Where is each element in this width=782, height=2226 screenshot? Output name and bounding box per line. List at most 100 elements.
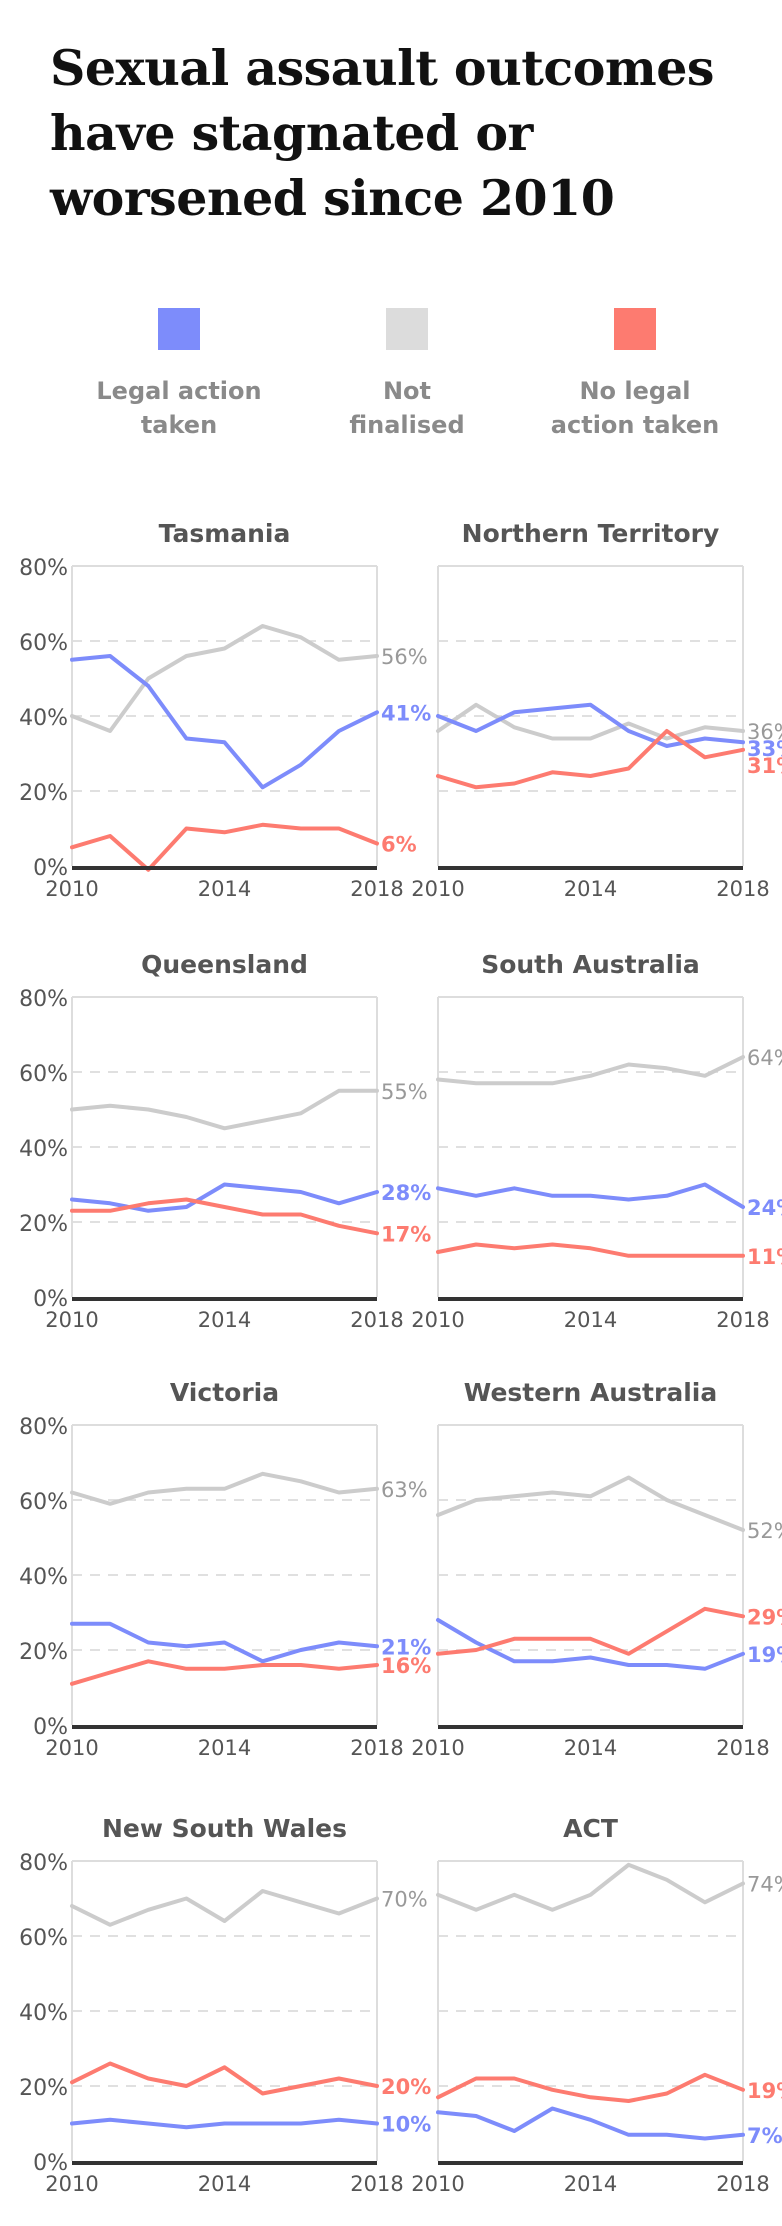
end-label-nolegal: 31% [747, 754, 782, 778]
panel-title-victoria: Victoria [170, 1378, 279, 1407]
end-label-nolegal: 11% [747, 1245, 782, 1269]
legend-label-line: No legal [579, 377, 691, 405]
series-line-legal [70, 1621, 379, 1664]
series-line-legal [70, 654, 379, 790]
end-label-notfinal: 74% [747, 1873, 782, 1897]
series-line-notfinal [436, 702, 745, 741]
end-label-legal: 7% [747, 2124, 782, 2148]
y-tick-label: 20% [19, 1640, 68, 1665]
y-tick-label: 40% [19, 2001, 68, 2026]
x-tick-label: 2014 [564, 877, 617, 901]
series-line-legal [436, 1618, 745, 1671]
end-label-nolegal: 29% [747, 1605, 782, 1629]
panel-title-northern-territory: Northern Territory [462, 519, 720, 548]
y-tick-label: 0% [33, 856, 68, 881]
series-line-notfinal [70, 1088, 379, 1131]
y-tick-label: 0% [33, 1287, 68, 1312]
y-tick-label: 80% [19, 1415, 68, 1440]
x-tick-label: 2010 [411, 2172, 464, 2196]
y-tick-label: 40% [19, 1565, 68, 1590]
legend-label: Not finalised [292, 374, 522, 442]
legend-label-line: Not [382, 377, 432, 405]
series-line-nolegal [70, 822, 379, 872]
x-tick-label: 2014 [198, 1308, 251, 1332]
series-line-notfinal [70, 1889, 379, 1927]
x-tick-label: 2010 [45, 1308, 98, 1332]
legend-swatch-no-legal-action [614, 308, 656, 350]
x-tick-label: 2010 [411, 1736, 464, 1760]
title-line: have stagnated or [50, 104, 533, 162]
series-line-legal [70, 2117, 379, 2130]
series-line-nolegal [436, 2072, 745, 2103]
end-label-nolegal: 16% [381, 1654, 431, 1678]
y-tick-label: 40% [19, 1137, 68, 1162]
end-label-notfinal: 55% [381, 1080, 428, 1104]
panel-title-act: ACT [563, 1814, 618, 1843]
legend-label-line: taken [140, 411, 218, 439]
legend-label-line: Legal action [96, 377, 262, 405]
end-label-legal: 33% [747, 737, 782, 761]
y-tick-label: 60% [19, 1490, 68, 1515]
series-line-notfinal [436, 1055, 745, 1086]
end-label-notfinal: 56% [381, 645, 428, 669]
x-tick-label: 2018 [716, 1736, 769, 1760]
x-tick-label: 2010 [411, 1308, 464, 1332]
legend-label-line: action taken [550, 411, 720, 439]
y-tick-label: 80% [19, 987, 68, 1012]
series-line-notfinal [70, 1471, 379, 1506]
end-label-legal: 10% [381, 2113, 431, 2137]
series-line-notfinal [70, 624, 379, 733]
x-tick-label: 2018 [716, 1308, 769, 1332]
end-label-nolegal: 19% [747, 2079, 782, 2103]
series-line-nolegal [436, 1606, 745, 1656]
series-line-notfinal [436, 1862, 745, 1912]
x-tick-label: 2018 [716, 877, 769, 901]
end-label-nolegal: 20% [381, 2075, 431, 2099]
x-tick-label: 2014 [564, 1736, 617, 1760]
end-label-notfinal: 70% [381, 1888, 428, 1912]
legend-label: No legal action taken [520, 374, 750, 442]
y-tick-label: 60% [19, 1926, 68, 1951]
legend-item-legal-action: Legal action taken [64, 308, 294, 442]
x-tick-label: 2018 [716, 2172, 769, 2196]
end-label-nolegal: 17% [381, 1222, 431, 1246]
y-tick-label: 60% [19, 1062, 68, 1087]
chart-title: Sexual assault outcomes have stagnated o… [50, 36, 750, 231]
x-tick-label: 2014 [198, 2172, 251, 2196]
y-tick-label: 80% [19, 1851, 68, 1876]
panel-title-tasmania: Tasmania [159, 519, 291, 548]
series-line-nolegal [436, 729, 745, 790]
end-label-notfinal: 64% [747, 1046, 782, 1070]
end-label-legal: 24% [747, 1196, 782, 1220]
y-tick-label: 0% [33, 2151, 68, 2176]
x-tick-label: 2014 [198, 1736, 251, 1760]
x-tick-label: 2018 [350, 1736, 403, 1760]
series-line-nolegal [436, 1242, 745, 1258]
y-tick-label: 20% [19, 781, 68, 806]
x-tick-label: 2010 [45, 2172, 98, 2196]
legend-label-line: finalised [349, 411, 465, 439]
end-label-legal: 19% [747, 1643, 782, 1667]
legend-item-no-legal-action: No legal action taken [520, 308, 750, 442]
series-line-legal [436, 702, 745, 748]
series-line-nolegal [70, 1659, 379, 1686]
legend-label: Legal action taken [64, 374, 294, 442]
series-line-nolegal [70, 2061, 379, 2096]
end-label-notfinal: 52% [747, 1519, 782, 1543]
series-line-legal [436, 1182, 745, 1209]
end-label-notfinal: 63% [381, 1478, 428, 1502]
y-tick-label: 40% [19, 706, 68, 731]
legend-swatch-not-finalised [386, 308, 428, 350]
title-line: Sexual assault outcomes [50, 39, 715, 97]
end-label-legal: 28% [381, 1181, 431, 1205]
series-line-legal [436, 2106, 745, 2141]
x-tick-label: 2014 [198, 877, 251, 901]
panel-title-queensland: Queensland [141, 950, 308, 979]
y-tick-label: 20% [19, 1212, 68, 1237]
x-tick-label: 2010 [45, 1736, 98, 1760]
x-tick-label: 2014 [564, 1308, 617, 1332]
series-line-notfinal [436, 1475, 745, 1532]
end-label-legal: 21% [381, 1635, 431, 1659]
x-tick-label: 2018 [350, 1308, 403, 1332]
